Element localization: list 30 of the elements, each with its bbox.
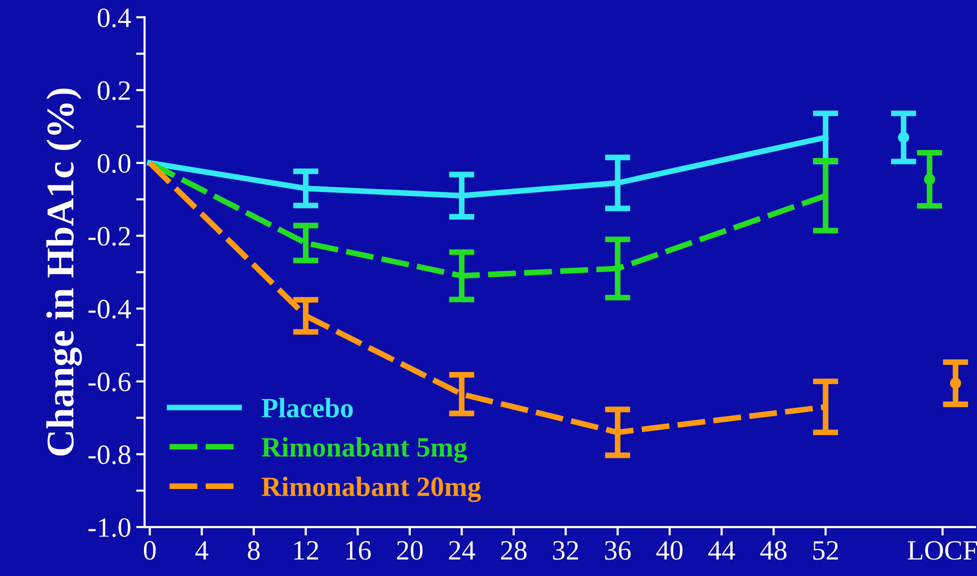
x-tick-label: LOCF [908, 541, 977, 560]
point [950, 378, 962, 389]
x-tick-label: 20 [397, 541, 423, 560]
y-tick-label: -0.2 [88, 226, 130, 246]
legend-label: Placebo [262, 398, 353, 418]
x-tick-label: 40 [656, 541, 682, 560]
point [898, 132, 910, 143]
point [924, 174, 936, 185]
x-tick-label: 48 [760, 541, 786, 560]
x-tick-label: 52 [813, 541, 838, 560]
y-tick-label: -0.8 [88, 445, 130, 464]
x-tick-label: 0 [144, 541, 156, 560]
y-tick-label: -0.4 [88, 300, 131, 319]
legend-label: Rimonabant 20mg [262, 476, 481, 502]
x-tick-label: 44 [708, 541, 736, 560]
x-tick-label: 36 [605, 541, 631, 560]
x-tick-label: 24 [449, 541, 476, 560]
y-tick-label: 0.2 [98, 81, 130, 100]
x-tick-label: 8 [248, 541, 260, 560]
legend-label: Rimonabant 5mg [262, 437, 468, 463]
x-tick-label: 12 [294, 541, 318, 560]
x-tick-label: 28 [501, 541, 527, 560]
x-tick-label: 16 [346, 541, 371, 560]
y-tick-label: 0.4 [98, 8, 131, 28]
y-tick-label: 0.0 [98, 154, 130, 173]
y-tick-label: -1.0 [88, 518, 130, 538]
x-tick-label: 32 [553, 541, 578, 560]
y-tick-label: -0.6 [88, 372, 131, 392]
y-axis-title: Change in HbA1c (%) [46, 88, 82, 456]
x-tick-label: 4 [195, 541, 208, 560]
